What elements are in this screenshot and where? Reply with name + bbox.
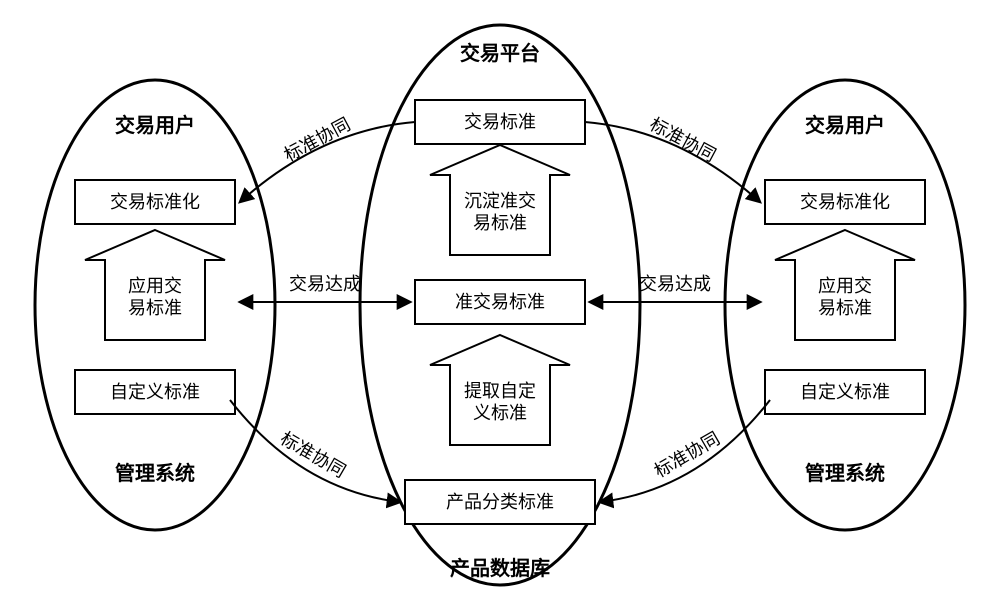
edge-label-mid_left: 交易达成 <box>289 274 361 294</box>
edge-label-top_right: 标准协同 <box>646 114 719 165</box>
box-label-center_1: 交易标准 <box>464 112 536 132</box>
title-center_top: 交易平台 <box>460 41 540 65</box>
box-label-right_bottom: 自定义标准 <box>800 382 890 402</box>
title-right_top: 交易用户 <box>805 113 885 137</box>
title-center_bottom: 产品数据库 <box>450 556 550 580</box>
edge-label-mid_right: 交易达成 <box>639 274 711 294</box>
box-label-center_2: 准交易标准 <box>455 292 545 312</box>
box-label-left_bottom: 自定义标准 <box>110 382 200 402</box>
title-left_bottom: 管理系统 <box>115 461 195 485</box>
title-left_top: 交易用户 <box>115 113 195 137</box>
box-label-right_top: 交易标准化 <box>800 192 890 212</box>
edge-label-top_left: 标准协同 <box>281 114 354 165</box>
title-right_bottom: 管理系统 <box>805 461 885 485</box>
box-label-center_3: 产品分类标准 <box>446 492 554 512</box>
box-label-left_top: 交易标准化 <box>110 192 200 212</box>
